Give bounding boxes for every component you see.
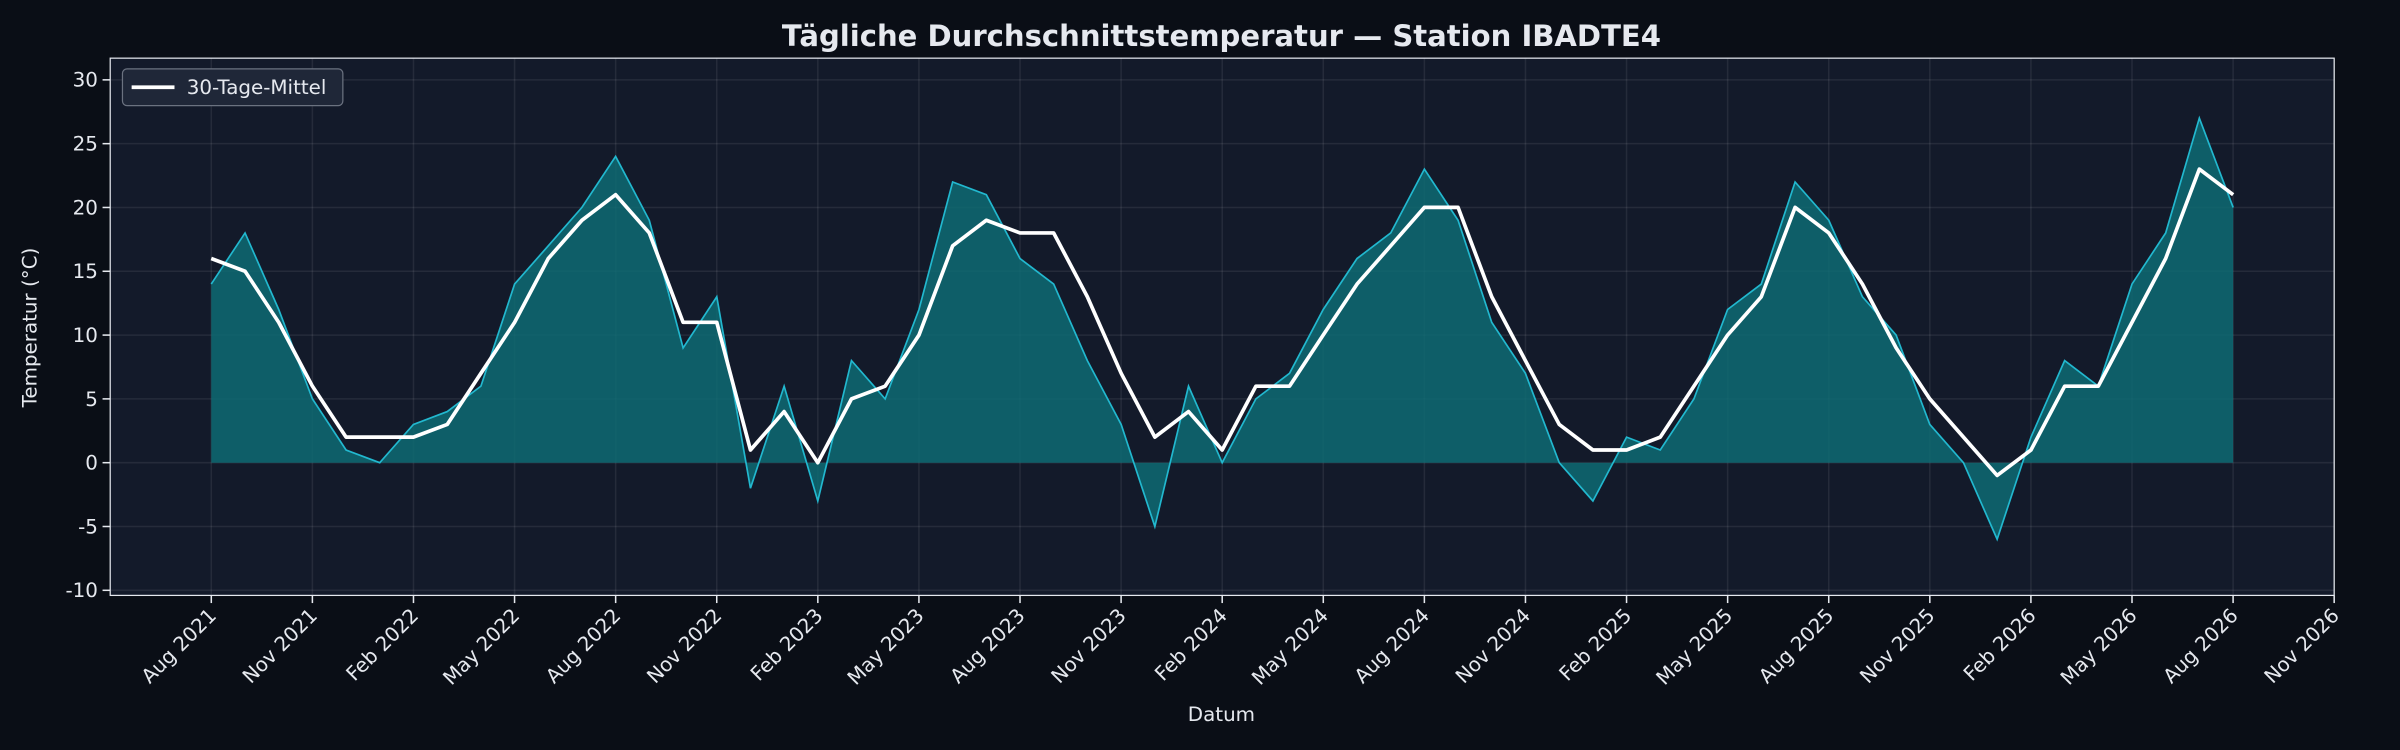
y-tick-label: 15 [73,260,98,283]
mean-line [210,167,2235,478]
y-tick-label: 5 [85,388,98,411]
y-axis-label: Temperatur (°C) [19,248,42,409]
plot-area [110,58,2335,596]
plot-frame [109,57,2335,597]
daily-area [211,118,2234,540]
y-tick-label: 0 [85,452,98,475]
y-tick-label: 20 [73,196,98,219]
y-tick-label: 10 [73,324,98,347]
chart-title: Tägliche Durchschnittstemperatur — Stati… [782,19,1661,53]
y-tick-label: 25 [73,133,98,156]
y-tick-label: 30 [73,69,98,92]
y-tick-label: -5 [78,515,98,538]
legend-box [121,68,344,107]
y-tick-label: -10 [65,579,97,602]
daily-line [210,115,2234,542]
legend-label: 30-Tage-Mittel [187,76,327,99]
x-axis-label: Datum [1188,703,1255,726]
